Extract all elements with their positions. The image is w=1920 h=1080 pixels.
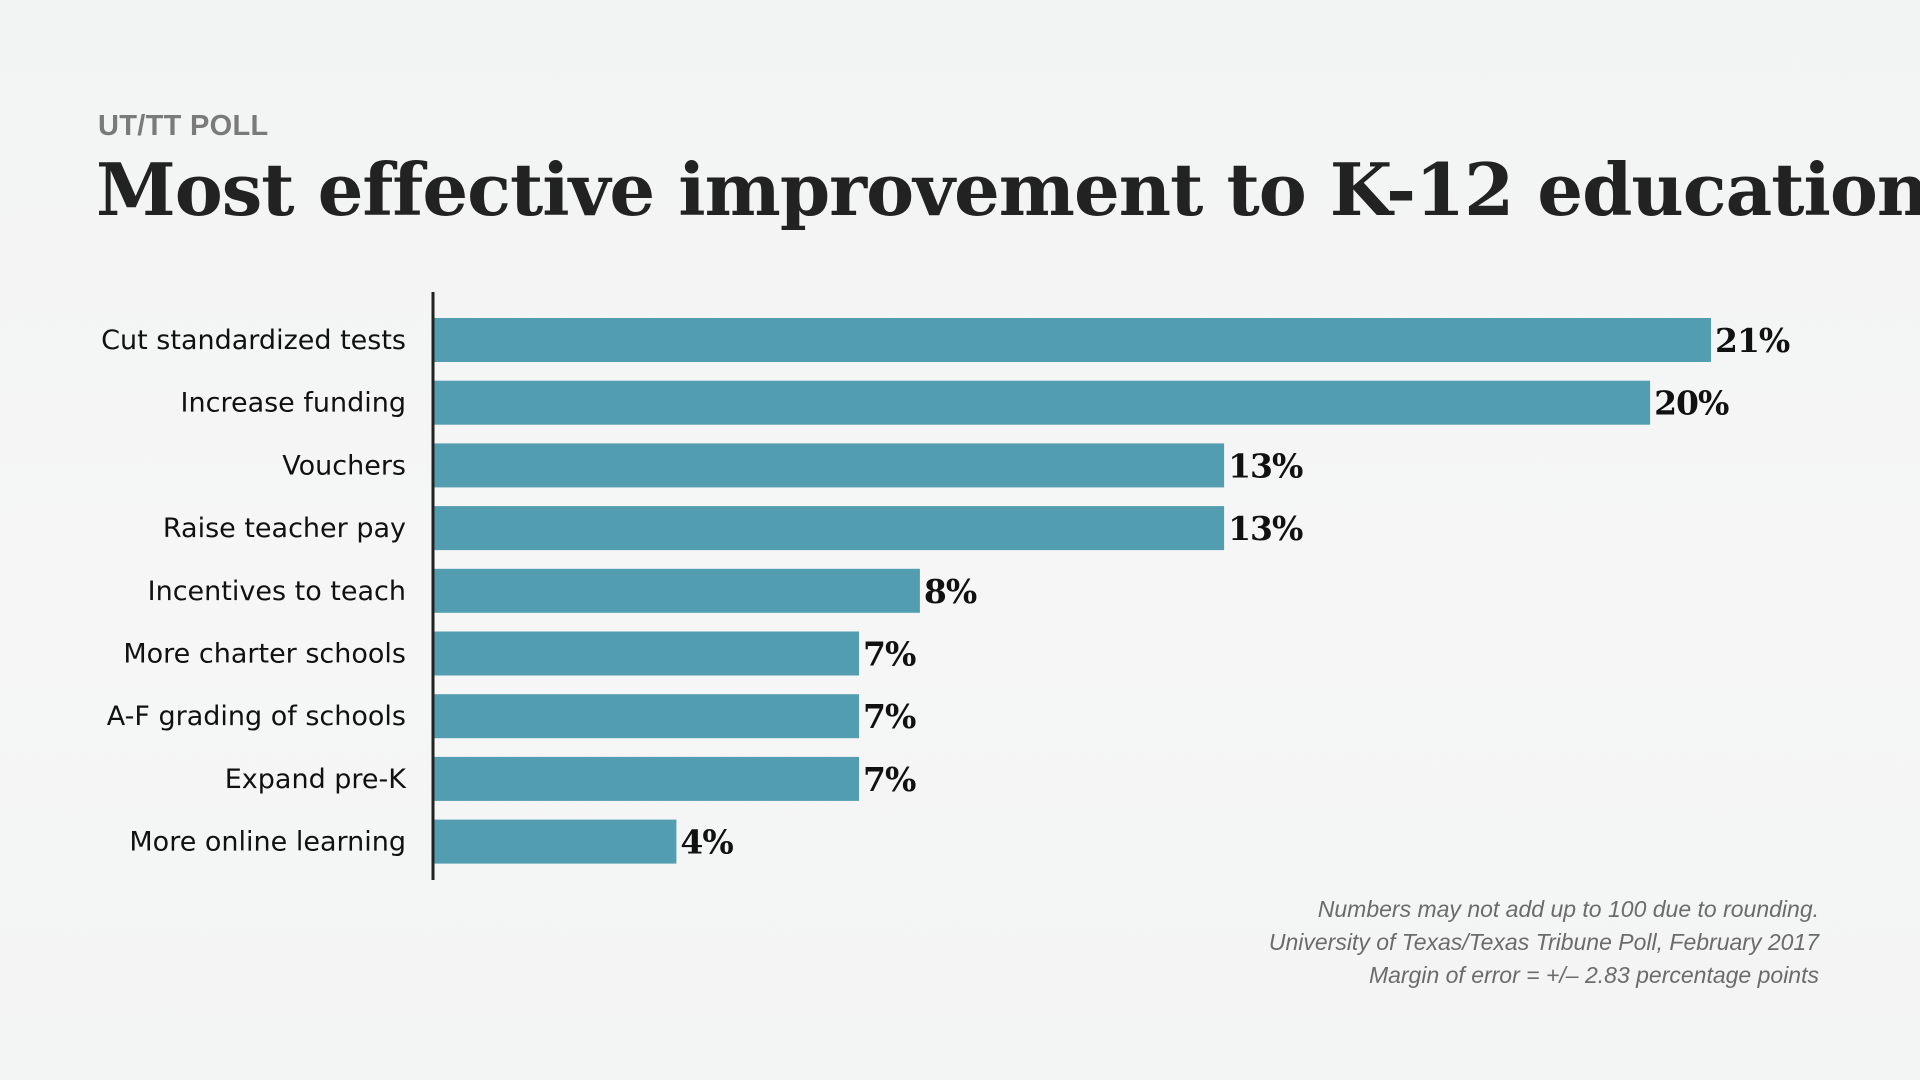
bar [433,380,1651,425]
bar [433,318,1711,362]
value-label: 21% [1715,321,1790,360]
bar [433,568,920,613]
chart-notes: Numbers may not add up to 100 due to rou… [919,893,1819,992]
value-label: 8% [924,572,977,611]
category-label: Vouchers [282,450,406,481]
rounding-note: Numbers may not add up to 100 due to rou… [1317,896,1819,922]
bar [433,443,1225,488]
category-label: Expand pre-K [225,764,408,795]
chart-title: Most effective improvement to K-12 educa… [96,147,1920,232]
category-label: Raise teacher pay [163,513,406,544]
value-label: 13% [1228,509,1303,548]
bar [433,506,1225,551]
value-label: 7% [863,635,916,674]
bar [433,631,859,676]
category-label: More online learning [129,827,406,858]
value-label: 13% [1228,446,1303,485]
bar [433,694,859,739]
category-label: A-F grading of schools [107,701,406,732]
value-label: 7% [863,760,916,799]
bar [433,756,859,801]
category-label: More charter schools [123,639,406,670]
chart-kicker: UT/TT POLL [98,110,269,142]
margin-of-error-note: Margin of error = +/– 2.83 percentage po… [1368,962,1819,988]
bar [433,819,677,864]
category-label: Incentives to teach [148,576,406,607]
value-label: 20% [1654,384,1729,423]
value-label: 4% [680,823,733,862]
category-label: Increase funding [181,388,406,419]
value-label: 7% [863,697,916,736]
category-label: Cut standardized tests [101,325,406,356]
source-note: University of Texas/Texas Tribune Poll, … [1268,929,1819,955]
